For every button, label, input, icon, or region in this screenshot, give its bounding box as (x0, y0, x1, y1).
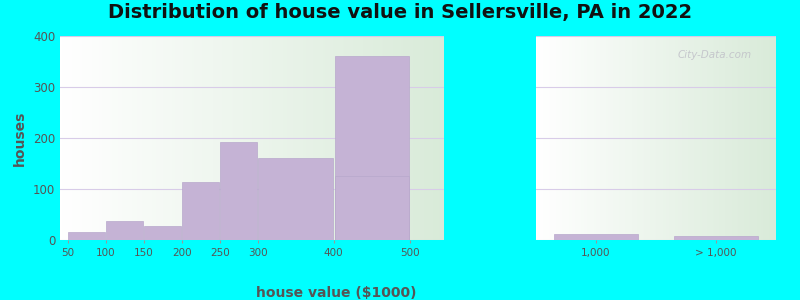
Bar (674, 236, 758, 240)
Bar (144, 226, 182, 240)
Y-axis label: houses: houses (14, 110, 27, 166)
Bar (220, 142, 258, 240)
Bar (258, 158, 333, 240)
Bar (334, 56, 409, 240)
Text: house value ($1000): house value ($1000) (256, 286, 416, 300)
Bar (334, 176, 409, 240)
Bar (106, 220, 143, 240)
Text: City-Data.com: City-Data.com (678, 50, 752, 60)
Bar (68, 232, 106, 240)
Text: Distribution of house value in Sellersville, PA in 2022: Distribution of house value in Sellersvi… (108, 3, 692, 22)
Bar (182, 182, 219, 240)
Bar (554, 234, 638, 240)
